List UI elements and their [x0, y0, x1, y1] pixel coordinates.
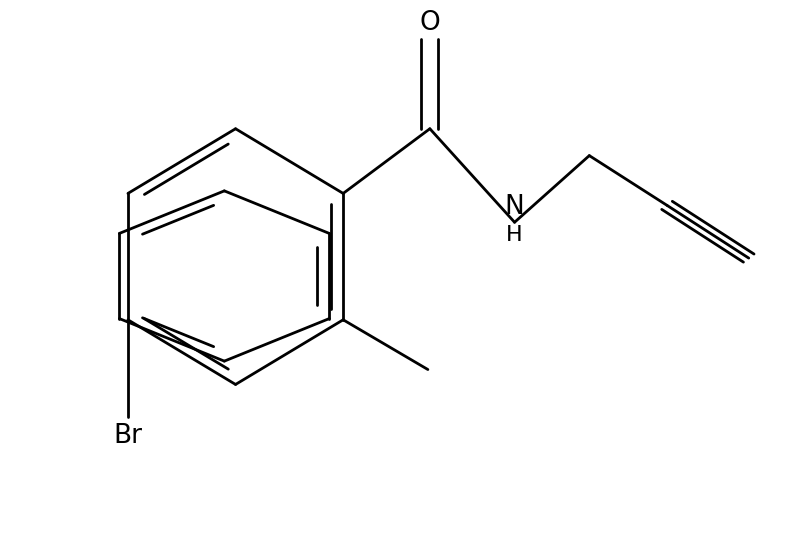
Text: N: N [505, 194, 524, 220]
Text: H: H [506, 225, 523, 245]
Text: O: O [419, 10, 440, 36]
Text: Br: Br [114, 423, 142, 449]
